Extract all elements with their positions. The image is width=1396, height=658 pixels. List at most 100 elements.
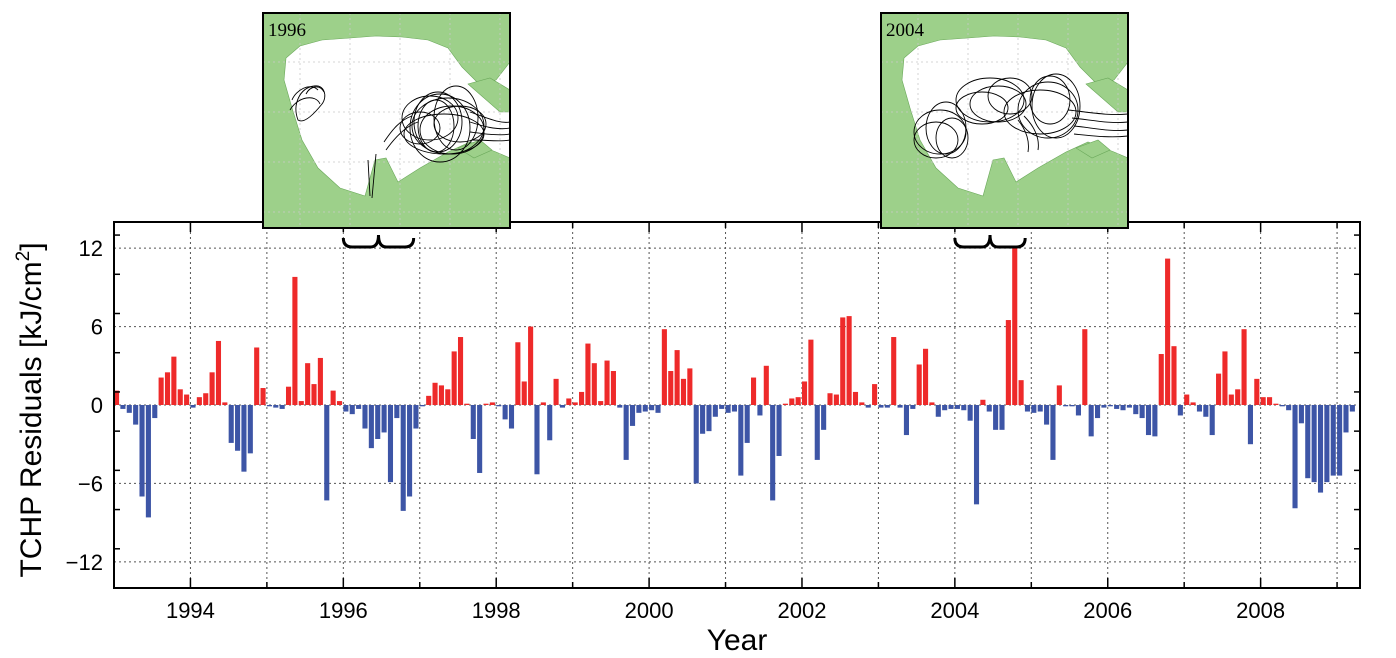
bar	[897, 405, 903, 408]
inset-map-land	[881, 13, 1128, 228]
bar	[776, 405, 782, 456]
bar	[254, 347, 260, 405]
y-axis-title-close: ]	[15, 242, 48, 250]
y-axis-title: TCHP Residuals [kJ/cm2]	[13, 242, 48, 577]
y-tick-label: −6	[78, 471, 103, 496]
inset-map-2004: 2004	[880, 12, 1129, 229]
bar	[228, 405, 234, 443]
bar	[961, 405, 967, 411]
bar	[1037, 405, 1043, 412]
bar	[1069, 405, 1075, 407]
bar	[929, 402, 935, 405]
bar	[1273, 403, 1279, 405]
bar	[203, 393, 209, 405]
bar	[763, 365, 769, 405]
bar	[483, 403, 489, 405]
inset-period-brace	[341, 234, 416, 249]
bar	[432, 382, 438, 405]
bar	[260, 388, 266, 405]
inset-period-braces	[341, 234, 1027, 249]
inset-period-brace	[953, 234, 1027, 249]
bar	[470, 405, 476, 439]
bar	[1298, 405, 1304, 424]
bar	[1260, 397, 1266, 405]
x-axis-title: Year	[707, 624, 768, 657]
bar	[738, 405, 744, 476]
x-tick-label: 2002	[777, 598, 826, 623]
bar	[999, 405, 1005, 430]
bar	[967, 405, 973, 421]
bar	[426, 395, 432, 405]
bar	[1184, 394, 1190, 405]
bar	[1095, 405, 1101, 419]
bar	[1279, 405, 1285, 407]
bar	[407, 405, 413, 497]
bar	[833, 394, 839, 405]
bar	[884, 405, 890, 408]
bar	[324, 405, 330, 501]
bar	[789, 398, 795, 405]
bar	[145, 405, 151, 518]
bar	[1317, 405, 1324, 493]
bar	[1337, 405, 1343, 476]
bar	[285, 386, 292, 405]
bar	[1235, 389, 1241, 405]
bar	[496, 405, 502, 407]
bar	[540, 402, 546, 405]
x-tick-labels: 1994 1996 1998 2000 2002 2004 2006 2008	[166, 598, 1285, 623]
inset-map-gridlines	[263, 13, 510, 228]
bar	[133, 405, 139, 425]
bar	[770, 405, 776, 501]
bar	[680, 378, 687, 405]
bar	[279, 405, 285, 409]
bar	[916, 364, 922, 405]
bar	[419, 405, 425, 407]
bar	[362, 405, 368, 429]
bar	[629, 405, 636, 426]
bar	[814, 405, 820, 460]
bar	[508, 405, 515, 429]
y-tick-labels: 12 6 0 −6 −12	[66, 236, 103, 575]
bar	[1088, 405, 1094, 437]
bar	[1158, 354, 1164, 405]
bar	[438, 385, 444, 405]
y-axis-title-superscript: 2	[13, 251, 34, 262]
bar	[598, 401, 604, 405]
bar	[489, 402, 495, 405]
bar	[152, 405, 158, 419]
bar	[1145, 405, 1152, 436]
bar	[451, 351, 457, 405]
bar	[120, 405, 126, 409]
x-tick-label: 2008	[1236, 598, 1285, 623]
bar	[891, 337, 897, 405]
bar	[585, 343, 591, 405]
bar	[1152, 405, 1158, 437]
bar	[547, 405, 553, 441]
bar	[1241, 329, 1247, 405]
bar	[381, 405, 387, 433]
bar	[184, 394, 190, 405]
bar	[572, 402, 578, 405]
bar	[948, 405, 954, 409]
inset-map-land	[263, 13, 510, 228]
bar	[215, 340, 222, 405]
bar	[521, 381, 527, 405]
bar	[164, 372, 171, 405]
bar	[559, 405, 566, 408]
bar	[1031, 405, 1037, 413]
bar	[158, 377, 164, 405]
bar	[1005, 320, 1011, 405]
bar	[1114, 405, 1120, 409]
bar	[1165, 258, 1171, 405]
bar	[1063, 405, 1069, 407]
bar	[1292, 405, 1298, 509]
bar	[846, 316, 852, 405]
bar	[196, 397, 202, 405]
bar	[1330, 405, 1336, 476]
bar	[400, 405, 406, 511]
bar	[751, 377, 757, 405]
bar	[693, 405, 699, 484]
bar	[674, 350, 680, 405]
bar	[980, 399, 986, 405]
bar	[394, 405, 400, 419]
